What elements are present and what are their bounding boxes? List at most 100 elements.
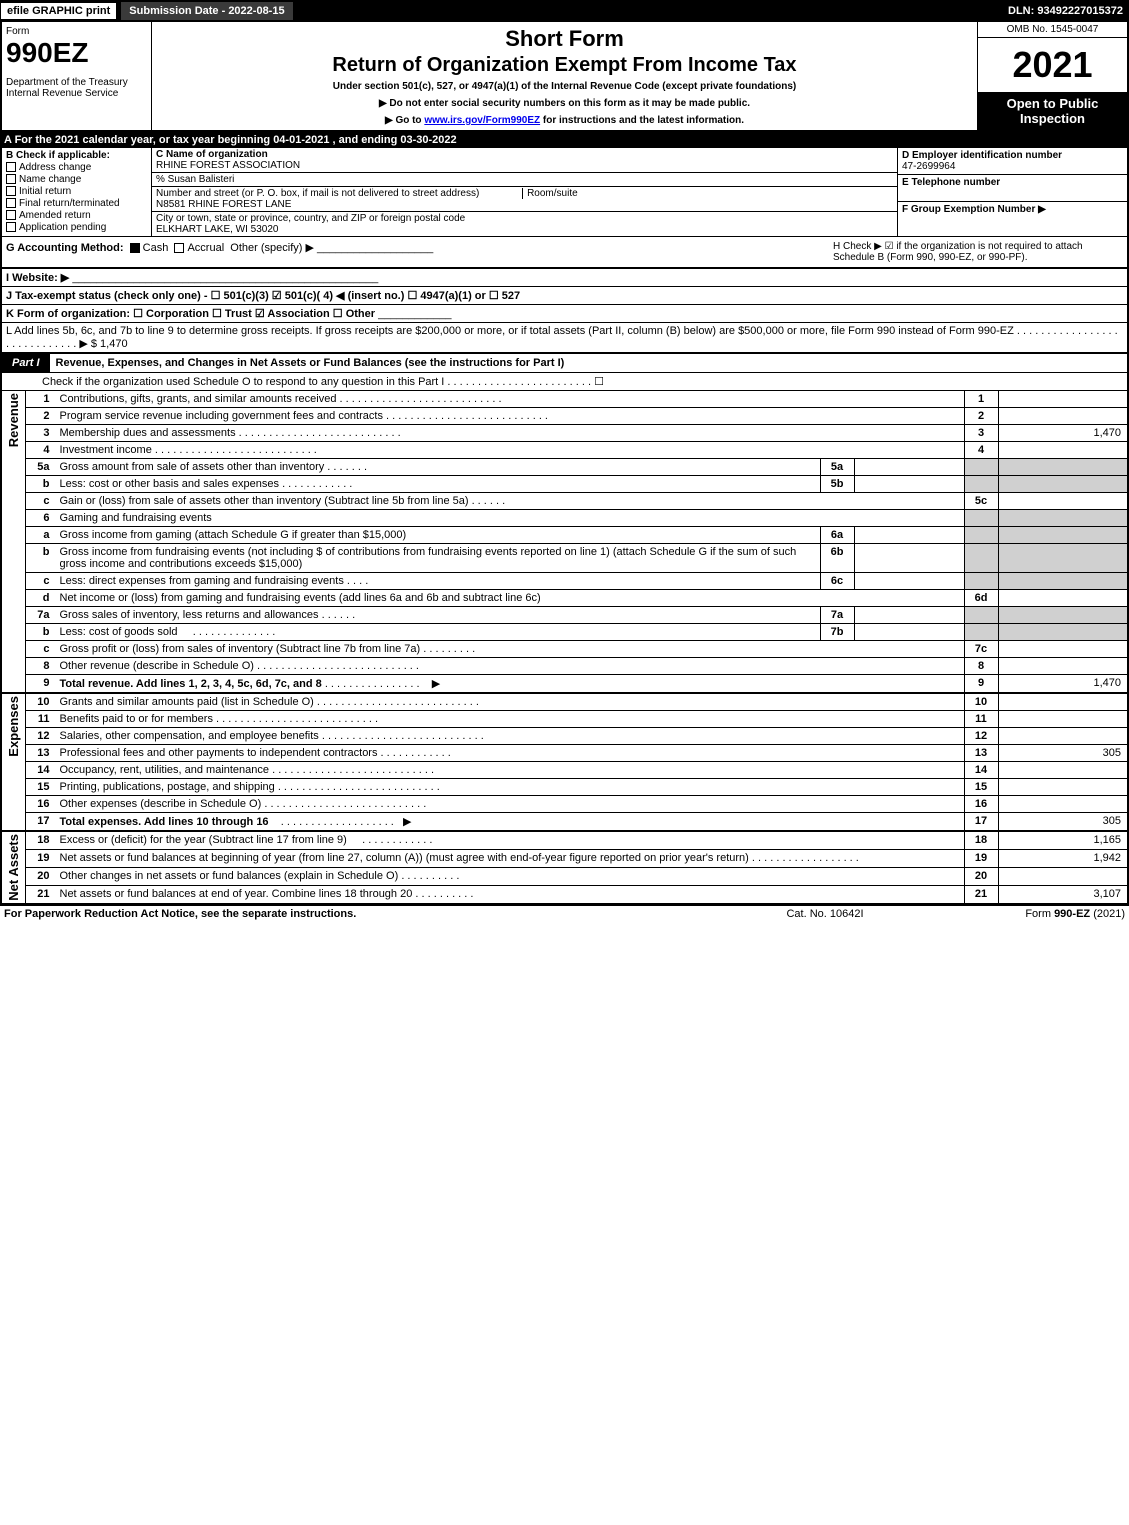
dept-label: Department of the Treasury Internal Reve…	[6, 77, 147, 99]
street-value: N8581 RHINE FOREST LANE	[156, 199, 291, 210]
chk-accrual[interactable]	[174, 243, 184, 253]
form-subtitle: Under section 501(c), 527, or 4947(a)(1)…	[156, 81, 973, 92]
line-16: Other expenses (describe in Schedule O)	[60, 798, 262, 810]
line-7c: Gross profit or (loss) from sales of inv…	[60, 643, 421, 655]
city-value: ELKHART LAKE, WI 53020	[156, 224, 278, 235]
ein-value: 47-2699964	[902, 161, 1123, 172]
line-21: Net assets or fund balances at end of ye…	[60, 888, 413, 900]
part1-title: Revenue, Expenses, and Changes in Net As…	[50, 357, 565, 369]
street-label: Number and street (or P. O. box, if mail…	[156, 188, 479, 199]
line-3-val: 1,470	[998, 425, 1128, 442]
footer-right: Form 990-EZ (2021)	[925, 908, 1125, 920]
dln: DLN: 93492227015372	[1008, 5, 1129, 17]
chk-address[interactable]: Address change	[6, 162, 147, 173]
city-label: City or town, state or province, country…	[156, 213, 465, 224]
g-label: G Accounting Method:	[6, 242, 124, 254]
chk-initial[interactable]: Initial return	[6, 186, 147, 197]
note2-post: for instructions and the latest informat…	[540, 115, 744, 126]
chk-pending[interactable]: Application pending	[6, 222, 147, 233]
section-h: H Check ▶ ☑ if the organization is not r…	[833, 241, 1123, 263]
line-9: Total revenue. Add lines 1, 2, 3, 4, 5c,…	[60, 678, 322, 690]
vlabel-netassets: Net Assets	[6, 834, 21, 901]
line-15: Printing, publications, postage, and shi…	[60, 781, 275, 793]
line-10: Grants and similar amounts paid (list in…	[60, 696, 314, 708]
note-ssn: ▶ Do not enter social security numbers o…	[156, 98, 973, 109]
line-7b: Less: cost of goods sold	[60, 626, 178, 638]
part1-tab: Part I	[2, 354, 50, 372]
header-left: Form 990EZ Department of the Treasury In…	[2, 22, 152, 130]
g-cash: Cash	[143, 242, 169, 254]
line-6c: Less: direct expenses from gaming and fu…	[60, 575, 344, 587]
section-d: D Employer identification number 47-2699…	[897, 148, 1127, 236]
vlabel-revenue: Revenue	[6, 393, 21, 447]
line-12: Salaries, other compensation, and employ…	[60, 730, 319, 742]
section-a: A For the 2021 calendar year, or tax yea…	[0, 132, 1129, 148]
care-of-row: % Susan Balisteri	[152, 173, 897, 187]
street-row: Number and street (or P. O. box, if mail…	[152, 187, 897, 212]
line-18: Excess or (deficit) for the year (Subtra…	[60, 834, 347, 846]
org-name: RHINE FOREST ASSOCIATION	[156, 160, 300, 171]
line-13: Professional fees and other payments to …	[60, 747, 378, 759]
chk-name[interactable]: Name change	[6, 174, 147, 185]
footer-left: For Paperwork Reduction Act Notice, see …	[4, 908, 725, 920]
line-6a: Gross income from gaming (attach Schedul…	[60, 529, 407, 541]
irs-link[interactable]: www.irs.gov/Form990EZ	[424, 115, 540, 126]
line-13-val: 305	[998, 745, 1128, 762]
line-5b: Less: cost or other basis and sales expe…	[60, 478, 280, 490]
f-group: F Group Exemption Number ▶	[898, 202, 1127, 217]
line-1: Contributions, gifts, grants, and simila…	[60, 393, 337, 405]
lines-table: Revenue 1Contributions, gifts, grants, a…	[0, 391, 1129, 905]
g-accrual: Accrual	[187, 242, 224, 254]
c-name-label: C Name of organization	[156, 149, 268, 160]
line-11: Benefits paid to or for members	[60, 713, 213, 725]
section-c: C Name of organization RHINE FOREST ASSO…	[152, 148, 897, 236]
page-footer: For Paperwork Reduction Act Notice, see …	[0, 905, 1129, 922]
top-bar: efile GRAPHIC print Submission Date - 20…	[0, 0, 1129, 22]
header-center: Short Form Return of Organization Exempt…	[152, 22, 977, 130]
line-17-val: 305	[998, 813, 1128, 832]
section-j: J Tax-exempt status (check only one) - ☐…	[0, 287, 1129, 305]
form-title: Return of Organization Exempt From Incom…	[156, 54, 973, 77]
line-3: Membership dues and assessments	[60, 427, 236, 439]
part1-header: Part I Revenue, Expenses, and Changes in…	[0, 354, 1129, 373]
line-14: Occupancy, rent, utilities, and maintena…	[60, 764, 270, 776]
line-9-val: 1,470	[998, 675, 1128, 694]
org-name-row: C Name of organization RHINE FOREST ASSO…	[152, 148, 897, 173]
d-ein: D Employer identification number 47-2699…	[898, 148, 1127, 175]
efile-print-link[interactable]: efile GRAPHIC print	[0, 2, 117, 20]
header-right: OMB No. 1545-0047 2021 Open to Public In…	[977, 22, 1127, 130]
form-number: 990EZ	[6, 37, 147, 69]
city-row: City or town, state or province, country…	[152, 212, 897, 236]
submission-date: Submission Date - 2022-08-15	[121, 2, 292, 20]
line-2: Program service revenue including govern…	[60, 410, 383, 422]
line-5c: Gain or (loss) from sale of assets other…	[60, 495, 469, 507]
chk-cash[interactable]	[130, 243, 140, 253]
f-header: F Group Exemption Number ▶	[902, 204, 1123, 215]
row-bc: B Check if applicable: Address change Na…	[0, 148, 1129, 236]
section-b: B Check if applicable: Address change Na…	[2, 148, 152, 236]
room-label: Room/suite	[522, 188, 578, 199]
line-21-val: 3,107	[998, 885, 1128, 903]
section-i: I Website: ▶ ___________________________…	[0, 269, 1129, 287]
tax-year: 2021	[978, 38, 1127, 92]
section-k: K Form of organization: ☐ Corporation ☐ …	[0, 305, 1129, 323]
line-6b: Gross income from fundraising events (no…	[60, 546, 797, 570]
chk-final[interactable]: Final return/terminated	[6, 198, 147, 209]
row-g-h: G Accounting Method: Cash Accrual Other …	[0, 236, 1129, 269]
chk-amended[interactable]: Amended return	[6, 210, 147, 221]
line-4: Investment income	[60, 444, 152, 456]
line-6d: Net income or (loss) from gaming and fun…	[60, 592, 541, 604]
line-19-val: 1,942	[998, 849, 1128, 867]
b-header: B Check if applicable:	[6, 150, 147, 161]
g-other: Other (specify) ▶	[230, 242, 314, 254]
footer-center: Cat. No. 10642I	[725, 908, 925, 920]
e-header: E Telephone number	[902, 177, 1123, 188]
line-20: Other changes in net assets or fund bala…	[60, 870, 399, 882]
section-g: G Accounting Method: Cash Accrual Other …	[6, 241, 833, 263]
section-l: L Add lines 5b, 6c, and 7b to line 9 to …	[0, 323, 1129, 354]
line-18-val: 1,165	[998, 831, 1128, 849]
vlabel-expenses: Expenses	[6, 696, 21, 757]
form-header: Form 990EZ Department of the Treasury In…	[0, 22, 1129, 132]
line-19: Net assets or fund balances at beginning…	[60, 852, 749, 864]
line-6: Gaming and fundraising events	[56, 510, 965, 527]
